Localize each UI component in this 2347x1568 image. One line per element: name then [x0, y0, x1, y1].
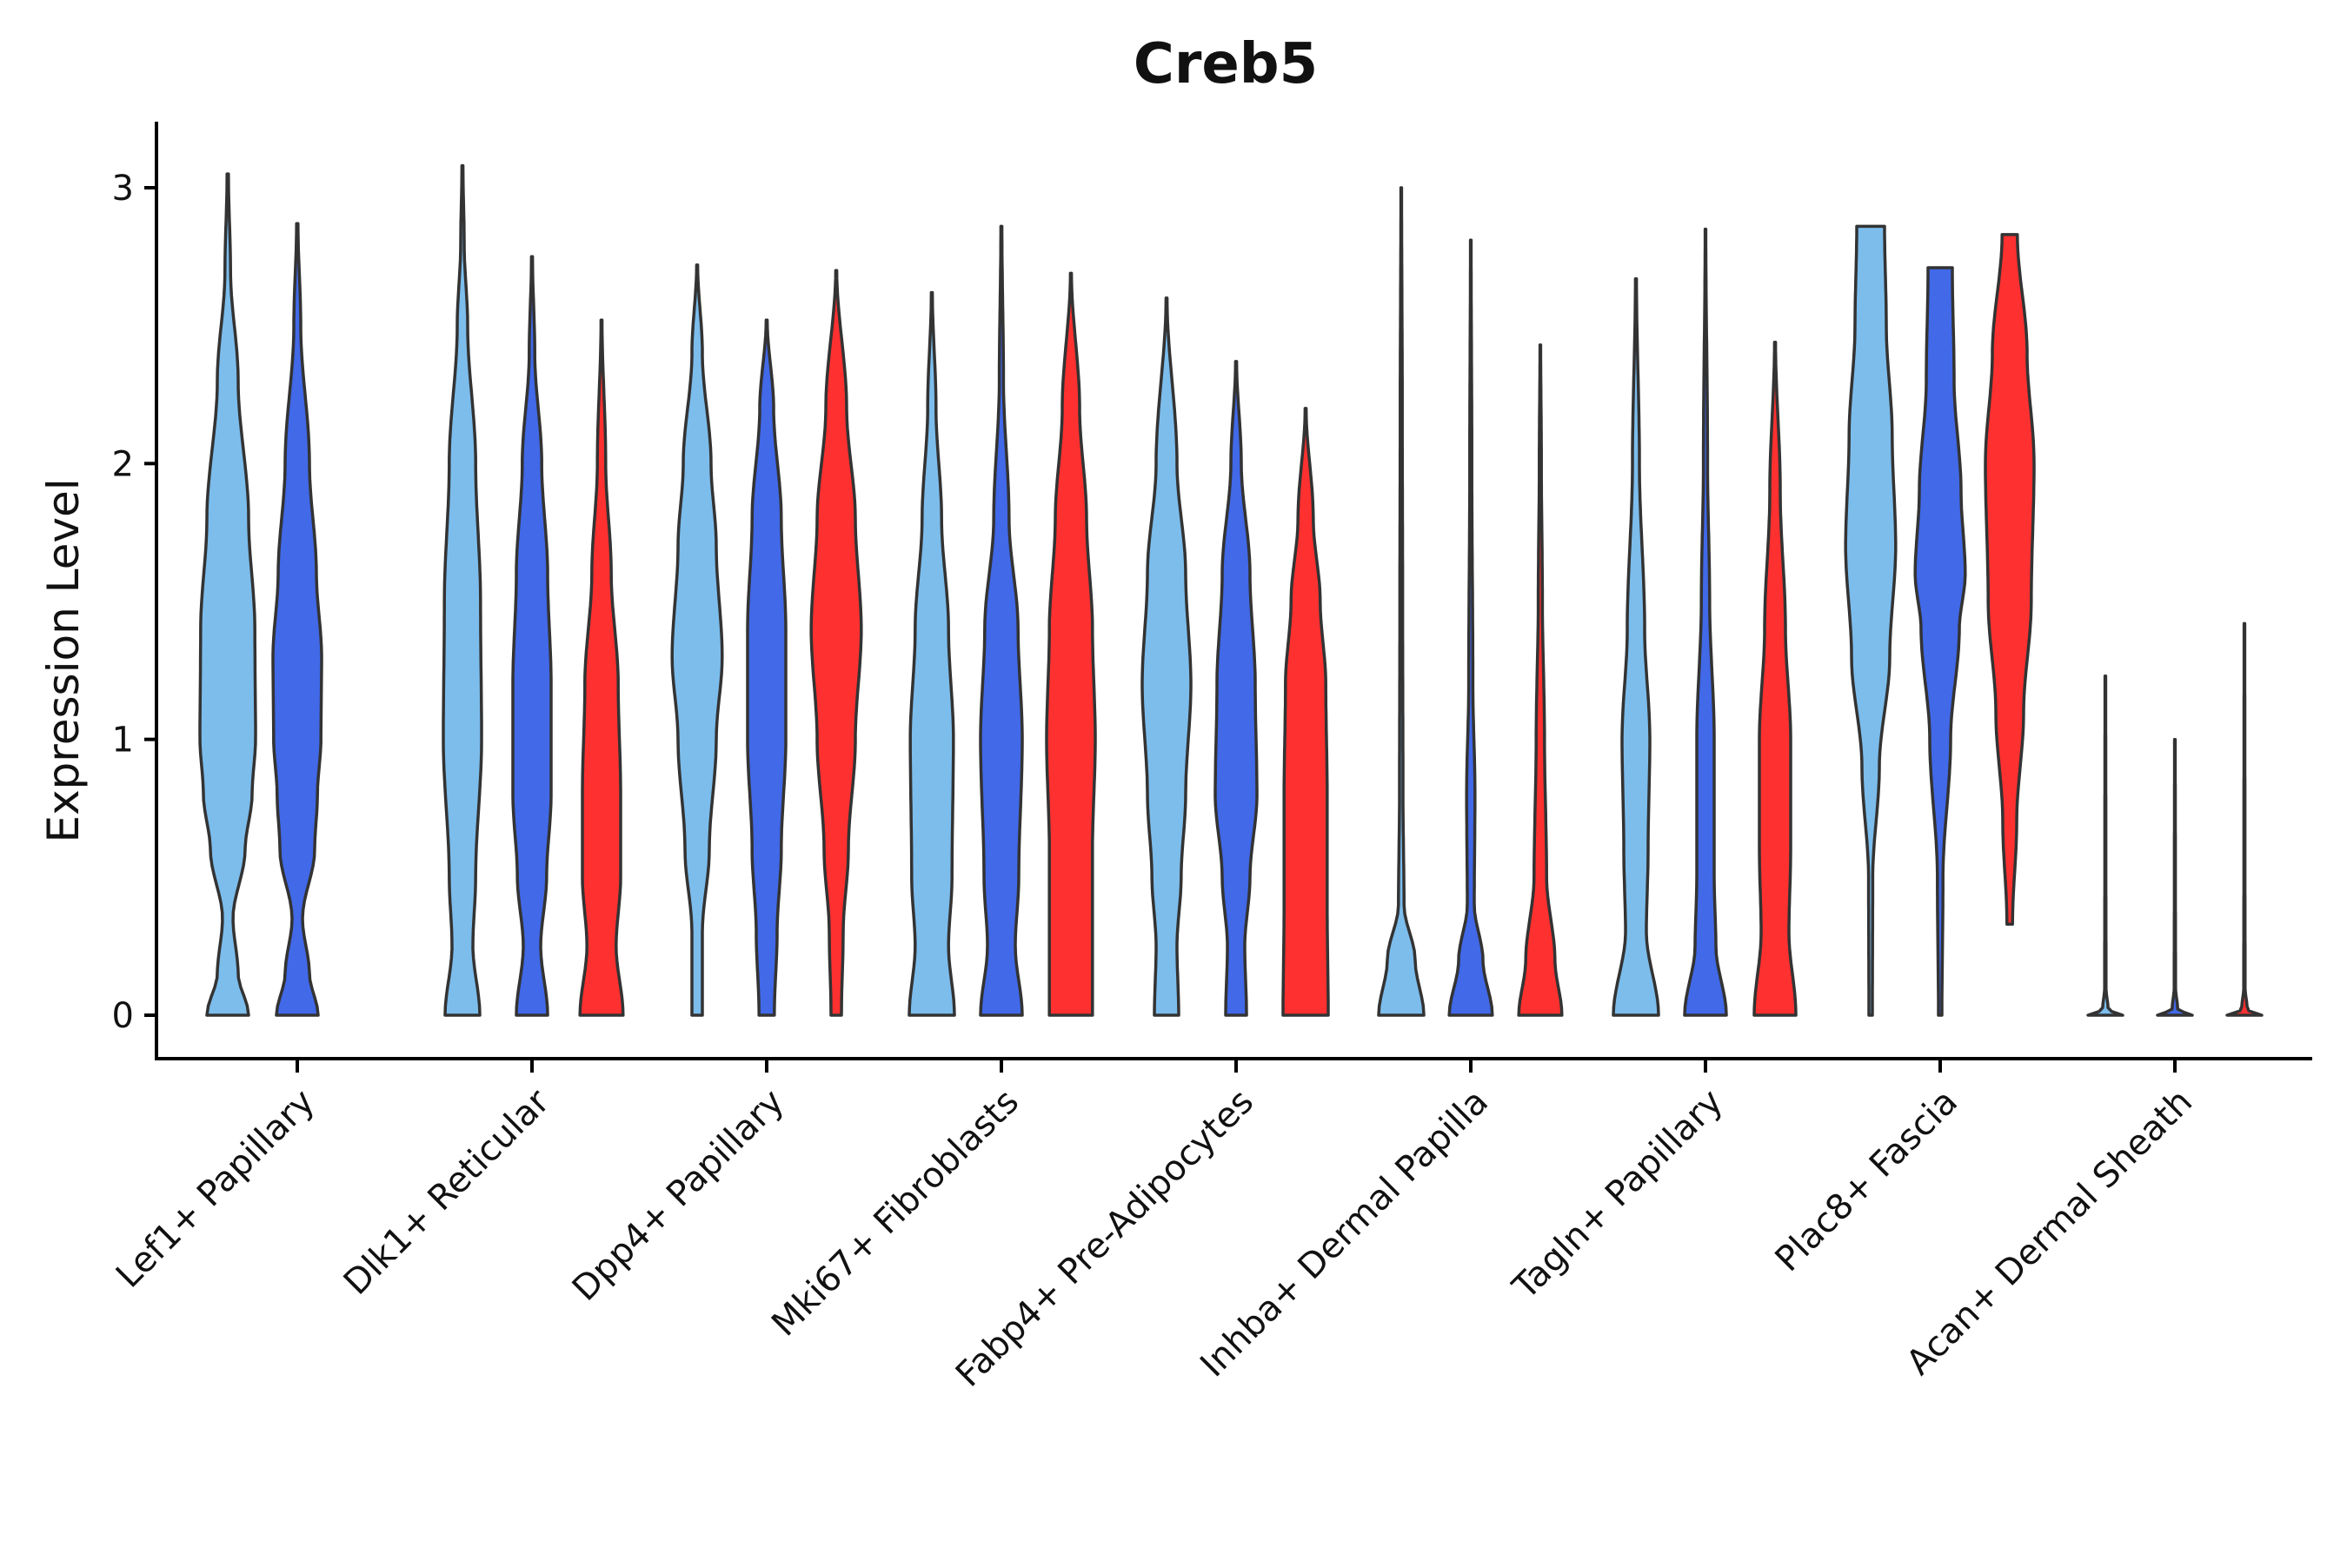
- violin-tagln-papillary-sample-3: [1752, 340, 1798, 1017]
- violin-inhba-dermal-papilla-sample-2: [1447, 238, 1494, 1017]
- y-tick-label-2: 2: [112, 444, 134, 484]
- y-axis-label: Expression Level: [38, 478, 89, 842]
- chart-title: Creb5: [1134, 32, 1318, 96]
- x-tick-label: Lef1+ Papillary: [109, 1082, 322, 1296]
- violin-lef1-papillary-sample-1: [198, 172, 257, 1017]
- violin-dlk1-reticular-sample-1: [442, 163, 483, 1017]
- violin-mki67-fibroblasts-sample-1: [908, 290, 956, 1017]
- x-tick-label: Dlk1+ Reticular: [336, 1081, 558, 1303]
- violin-mki67-fibroblasts-sample-2: [979, 224, 1024, 1017]
- violin-dpp4-papillary-sample-2: [746, 318, 788, 1017]
- violin-mki67-fibroblasts-sample-3: [1045, 271, 1097, 1017]
- violin-dlk1-reticular-sample-3: [578, 318, 625, 1017]
- violin-fabp4-pre-adipocytes-sample-1: [1140, 296, 1193, 1017]
- violin-acan-dermal-sheath-sample-3: [2225, 621, 2264, 1017]
- violin-tagln-papillary-sample-2: [1683, 227, 1728, 1017]
- violin-plac8-fascia-sample-3: [1984, 233, 2036, 927]
- violin-acan-dermal-sheath-sample-1: [2086, 674, 2124, 1017]
- violin-acan-dermal-sheath-sample-2: [2156, 737, 2194, 1017]
- x-tick-label: Mki67+ Fibroblasts: [764, 1082, 1027, 1345]
- violin-plac8-fascia-sample-2: [1913, 266, 1967, 1017]
- y-tick-label-3: 3: [112, 169, 134, 209]
- y-ticks-layer: 0 1 2 3: [112, 169, 156, 1036]
- violin-dpp4-papillary-sample-3: [809, 269, 863, 1017]
- violin-fabp4-pre-adipocytes-sample-3: [1281, 407, 1330, 1017]
- x-tick-label: Tagln+ Papillary: [1505, 1082, 1731, 1308]
- x-ticks-layer: Lef1+ Papillary Dlk1+ Reticular Dpp4+ Papi…: [109, 1059, 2200, 1395]
- violins-layer: [198, 163, 2264, 1017]
- x-tick-label: Dpp4+ Papillary: [565, 1082, 792, 1309]
- violin-dlk1-reticular-sample-2: [511, 255, 553, 1017]
- y-tick-label-1: 1: [112, 721, 134, 761]
- violin-lef1-papillary-sample-2: [271, 222, 323, 1017]
- y-tick-label-0: 0: [112, 996, 134, 1036]
- violin-inhba-dermal-papilla-sample-1: [1377, 186, 1426, 1017]
- violin-tagln-papillary-sample-1: [1612, 276, 1660, 1017]
- violin-inhba-dermal-papilla-sample-3: [1517, 343, 1564, 1017]
- violin-plac8-fascia-sample-1: [1844, 224, 1898, 1017]
- violin-fabp4-pre-adipocytes-sample-2: [1213, 360, 1259, 1017]
- x-tick-label: Plac8+ Fascia: [1768, 1082, 1966, 1280]
- violin-dpp4-papillary-sample-1: [670, 263, 724, 1017]
